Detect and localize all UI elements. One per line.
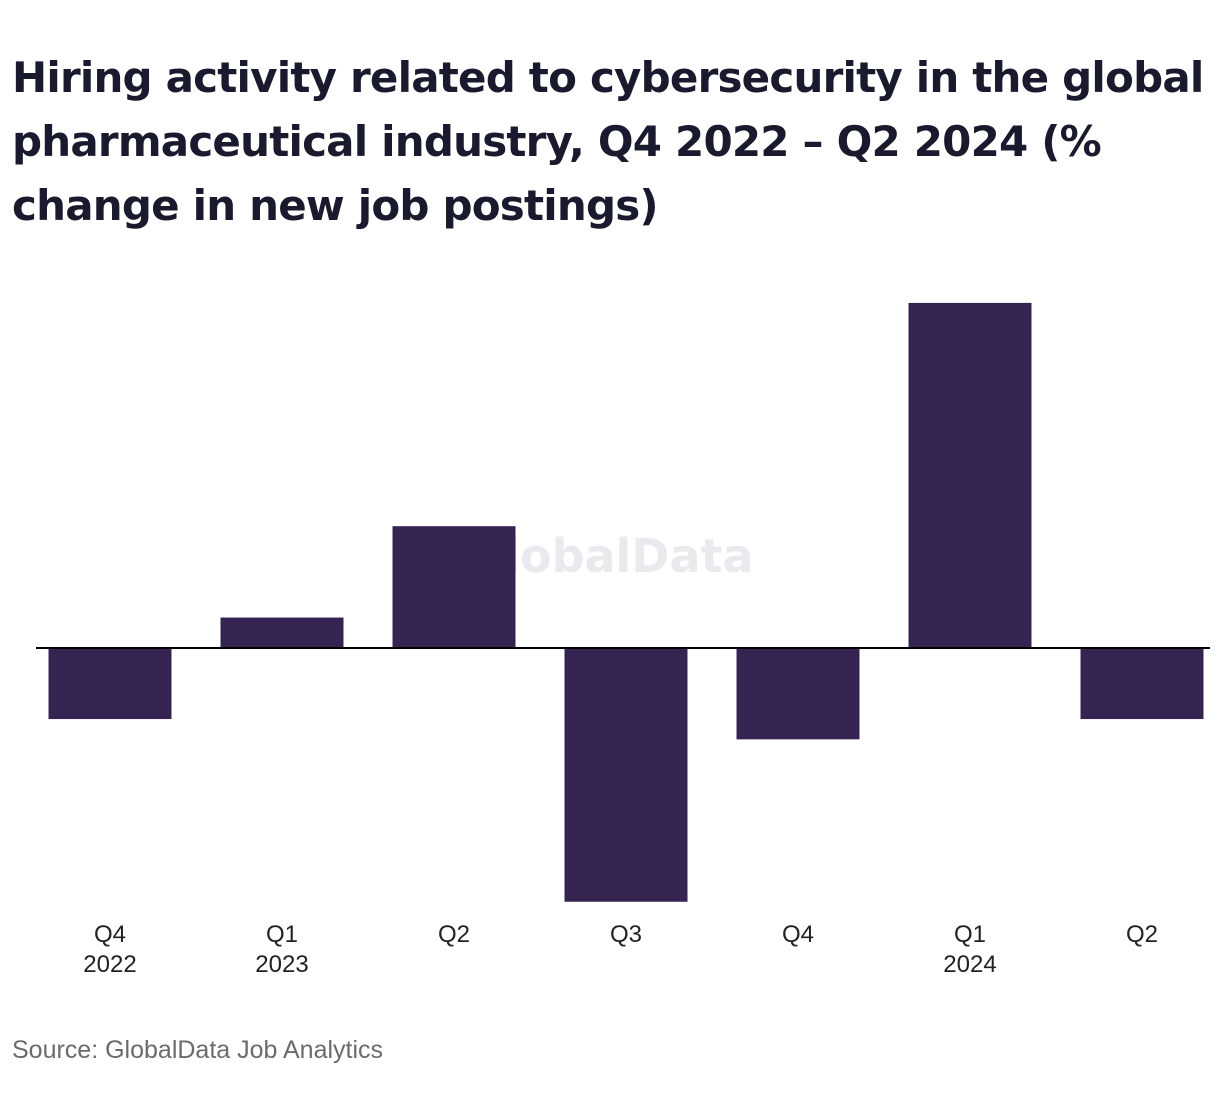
x-tick-year-5: 2024	[943, 951, 996, 978]
bar-2	[392, 526, 516, 648]
x-tick-quarter-6: Q2	[1126, 921, 1158, 948]
bar-5	[908, 302, 1032, 648]
x-tick-quarter-0: Q4	[94, 921, 126, 948]
bar-0	[48, 648, 172, 720]
x-tick-quarter-1: Q1	[266, 921, 298, 948]
bar-3	[564, 648, 688, 902]
x-tick-quarter-4: Q4	[782, 921, 814, 948]
bar-4	[736, 648, 860, 740]
x-tick-quarter-3: Q3	[610, 921, 642, 948]
x-tick-quarter-5: Q1	[954, 921, 986, 948]
bars-group	[48, 302, 1204, 902]
chart-title: Hiring activity related to cybersecurity…	[12, 53, 1204, 230]
x-tick-quarter-2: Q2	[438, 921, 470, 948]
x-tick-year-0: 2022	[83, 951, 136, 978]
bar-1	[220, 617, 344, 648]
x-axis-tick-labels: Q4 2022 Q1 2023 Q2 Q3 Q4 Q1 2024 Q2	[83, 921, 1158, 978]
source-note: Source: GlobalData Job Analytics	[12, 1036, 384, 1064]
bar-6	[1080, 648, 1204, 720]
x-tick-year-1: 2023	[255, 951, 308, 978]
